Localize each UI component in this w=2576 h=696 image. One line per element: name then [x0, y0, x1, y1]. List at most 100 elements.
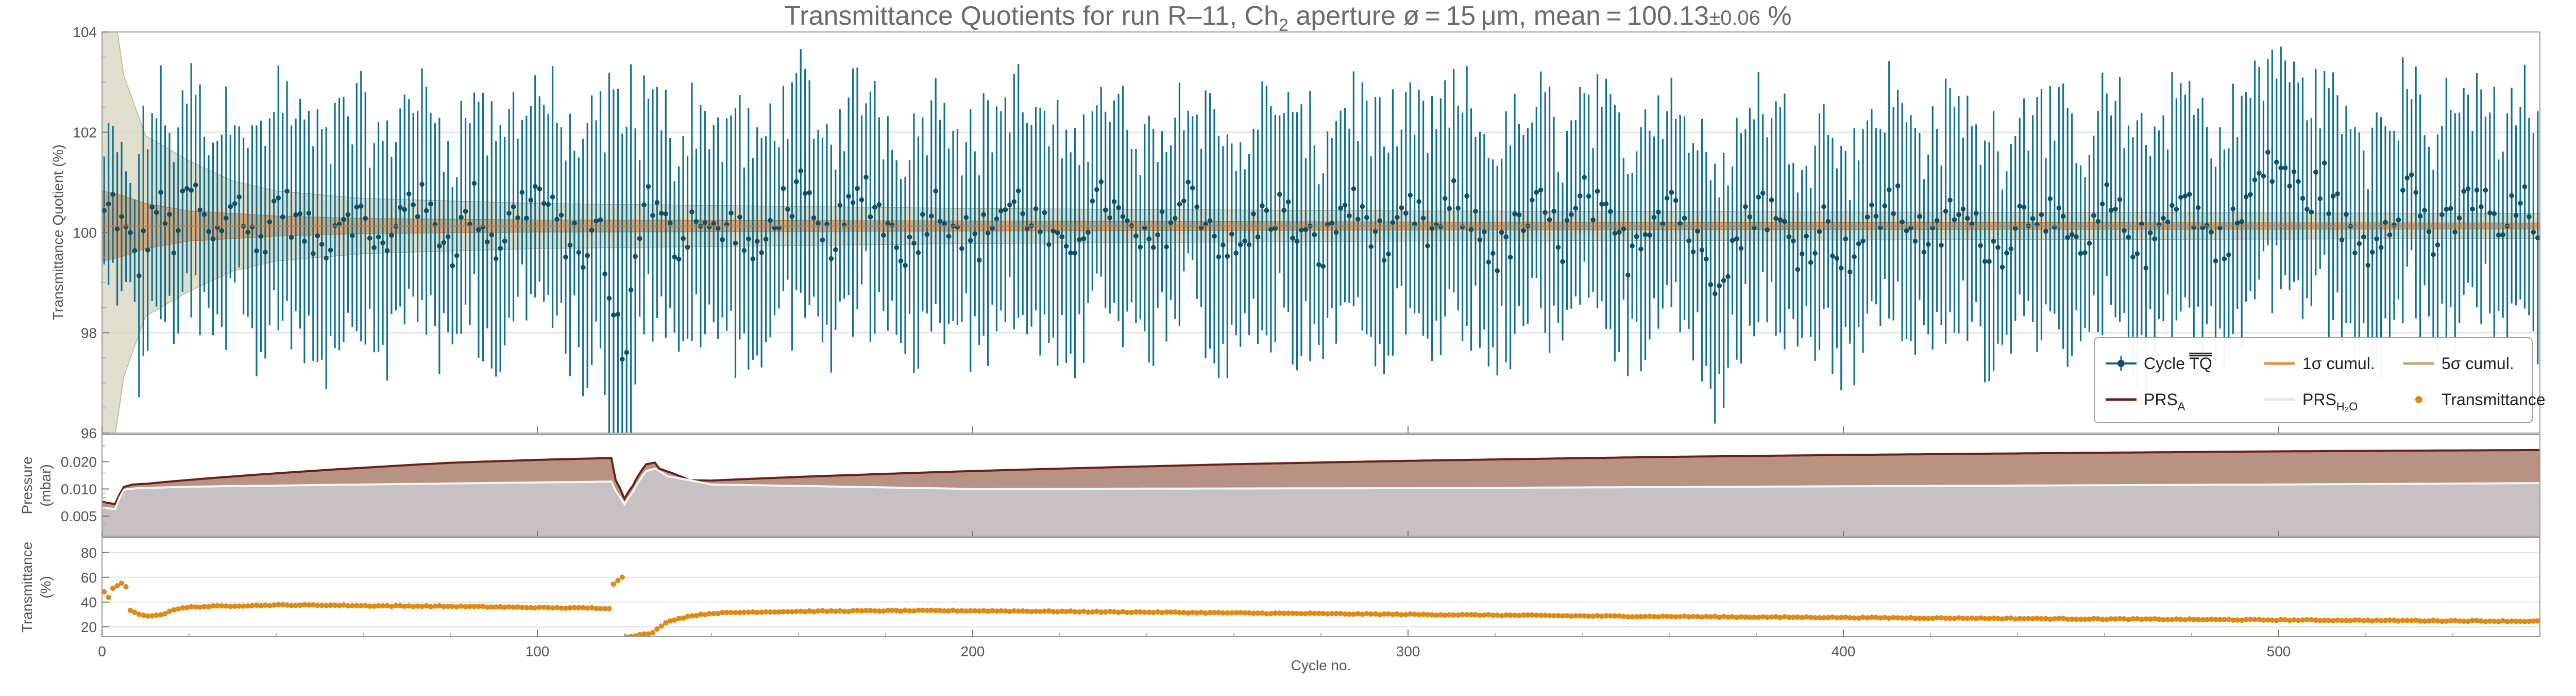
tq-point [855, 186, 860, 191]
tq-point [611, 312, 616, 318]
legend: Cycle TQ 1σ cumul. 5σ cumul.PRSA PRSH₂O Tran… [2094, 337, 2546, 423]
transmittance-point [715, 610, 721, 617]
tq-point [1717, 283, 1722, 288]
transmittance-point [1551, 613, 1557, 619]
tq-point [319, 242, 325, 247]
tq-point [2296, 179, 2301, 184]
transmittance-point [976, 608, 982, 614]
transmittance-point [1877, 615, 1884, 621]
tq-point [1068, 250, 1073, 256]
tq-point [1086, 230, 1091, 235]
tq-point [119, 214, 124, 219]
transmittance-point [1059, 608, 1065, 614]
tq-point [1656, 209, 1661, 215]
transmittance-point [2108, 616, 2114, 622]
transmittance-point [1381, 611, 1387, 617]
transmittance-point [1621, 614, 1626, 619]
transmittance-point [2069, 616, 2075, 622]
tq-point [1347, 213, 1352, 219]
transmittance-point [2278, 617, 2284, 622]
tq-point [1595, 189, 1600, 194]
tq-point [1207, 218, 1213, 223]
transmittance-point [2017, 616, 2023, 621]
transmittance-point [1730, 614, 1735, 620]
transmittance-point [998, 608, 1004, 614]
tq-point [210, 236, 216, 242]
transmittance-point [1829, 614, 1836, 620]
transmittance-point [946, 608, 952, 614]
transmittance-point [554, 605, 560, 610]
transmittance-point [171, 607, 177, 613]
tq-point [1225, 254, 1230, 259]
transmittance-point [646, 631, 651, 637]
transmittance-point [1769, 614, 1774, 620]
transmittance-point [1211, 610, 1217, 616]
tq-point [419, 181, 425, 187]
tq-point [376, 234, 381, 240]
tq-point [1804, 234, 1809, 239]
tq-point [450, 263, 455, 269]
transmittance-point [2039, 616, 2044, 622]
tq-point [1443, 196, 1448, 201]
tq-point [641, 202, 647, 208]
tq-point [737, 214, 742, 220]
tq-point [1860, 238, 1866, 244]
tq-point [2431, 252, 2436, 257]
tq-point [985, 230, 991, 236]
transmittance-point [2313, 617, 2319, 623]
transmittance-point [2178, 617, 2184, 622]
transmittance-point [2404, 618, 2410, 624]
tq-point [201, 212, 207, 217]
transmittance-point [262, 602, 268, 608]
transmittance-point [1207, 609, 1213, 616]
transmittance-point [2121, 616, 2127, 622]
transmittance-point [2060, 616, 2066, 621]
tq-point [1769, 197, 1774, 203]
tq-point [2222, 256, 2227, 261]
transmittance-point [1111, 609, 1117, 615]
tq-point [2257, 171, 2262, 176]
tq-point [263, 250, 268, 255]
transmittance-point [184, 605, 190, 610]
transmittance-point [2169, 617, 2175, 623]
transmittance-point [1351, 611, 1357, 617]
transmittance-point [1090, 609, 1095, 615]
transmittance-point [602, 606, 608, 611]
tq-point [1612, 230, 1618, 236]
transmittance-point [1028, 609, 1035, 615]
transmittance-point [872, 608, 878, 614]
tq-point [768, 218, 773, 223]
transmittance-point [1808, 615, 1814, 620]
transmittance-point [1294, 610, 1300, 617]
tq-point [1168, 220, 1174, 225]
transmittance-point [1268, 611, 1274, 617]
mid-y-label-2: (mbar) [38, 464, 54, 506]
tq-point [236, 194, 242, 200]
transmittance-point [2365, 617, 2371, 623]
tq-point [171, 250, 177, 256]
tq-point [868, 214, 873, 220]
tq-point [293, 212, 298, 218]
tq-point [1908, 225, 1913, 230]
tq-point [2509, 193, 2514, 198]
tq-point [354, 204, 360, 210]
tq-point [663, 211, 669, 217]
tq-point [681, 236, 686, 241]
transmittance-point [2261, 617, 2266, 623]
transmittance-point [2160, 617, 2166, 623]
tq-point [554, 217, 560, 222]
legend-swatch-point [2117, 360, 2125, 367]
tq-point [1791, 238, 1796, 244]
tq-point [2182, 193, 2188, 199]
tq-point [1063, 243, 1069, 249]
transmittance-point [654, 626, 660, 632]
tq-point [289, 235, 294, 240]
transmittance-point [545, 605, 551, 610]
transmittance-point [1956, 615, 1962, 621]
tq-point [1142, 225, 1147, 230]
transmittance-point [2052, 616, 2058, 622]
x-tick-label: 100 [526, 643, 550, 659]
transmittance-point [436, 603, 443, 609]
transmittance-point [889, 607, 895, 614]
